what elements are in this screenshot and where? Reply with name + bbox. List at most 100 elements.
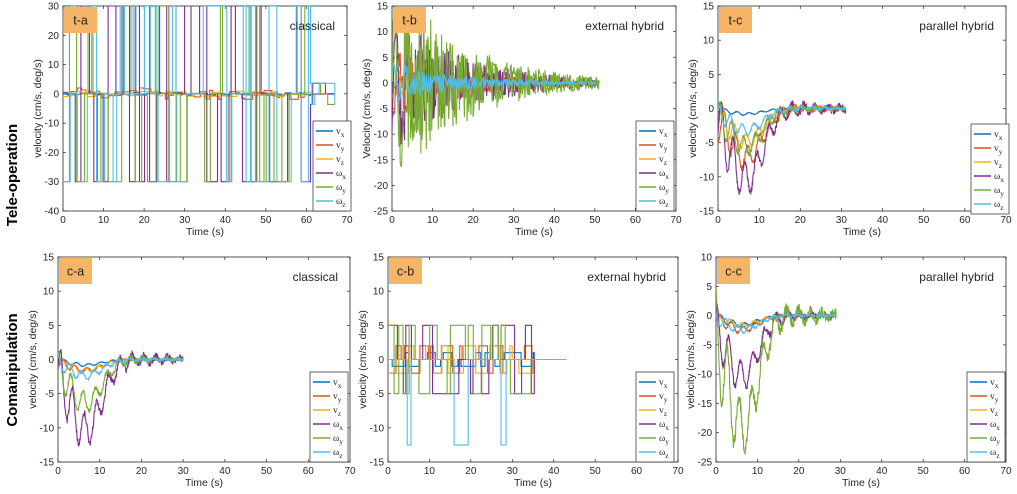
x-tick-label: 50 <box>918 215 930 226</box>
series-line-ωz <box>392 61 599 101</box>
panel-c-b: 0 10 20 30 40 50 60 70 -15 -10 -5 0 5 10 15 Time (s) vel… <box>357 253 684 490</box>
y-tick-label: 0 <box>708 104 714 115</box>
panel-title: external hybrid <box>585 19 664 33</box>
legend: vx vy vz ωx ωy ωz <box>966 371 1006 463</box>
series-group <box>716 287 837 455</box>
x-tick-label: 30 <box>178 466 190 477</box>
x-tick-label: 0 <box>715 215 721 226</box>
x-tick-label: 70 <box>341 215 353 226</box>
y-tick-label: 5 <box>48 321 54 332</box>
y-tick-label: -5 <box>375 389 384 400</box>
y-tick-label: 5 <box>382 53 388 64</box>
x-tick-label: 70 <box>670 215 682 226</box>
legend-entry: ωz <box>659 448 669 460</box>
y-axis-label: velocity (cm/s, deg/s) <box>32 59 44 158</box>
x-tick-label: 60 <box>303 466 315 477</box>
y-axis-label: velocity (cm/s, deg/s) <box>685 310 697 409</box>
x-tick-label: 10 <box>427 215 439 226</box>
legend-entry: vy <box>336 141 345 153</box>
x-tick-label: 40 <box>219 466 231 477</box>
x-tick-label: 30 <box>835 466 847 477</box>
y-tick-label: -10 <box>700 172 715 183</box>
x-tick-label: 10 <box>754 215 766 226</box>
y-tick-label: 10 <box>48 60 60 71</box>
y-tick-label: -25 <box>374 207 389 218</box>
x-tick-label: 20 <box>139 215 151 226</box>
y-tick-label: -10 <box>698 370 713 381</box>
legend: vx vy vz ωx ωy ωz <box>309 371 349 463</box>
series-group <box>63 6 336 183</box>
x-tick-label: 40 <box>877 215 889 226</box>
y-tick-label: 30 <box>48 2 60 13</box>
plot-area <box>57 256 351 463</box>
x-tick-label: 40 <box>549 215 561 226</box>
row-label-comanipulation: Comanipulation <box>4 313 21 426</box>
series-line-ωz <box>58 353 184 382</box>
y-tick-label: 5 <box>708 70 714 81</box>
legend-entry: vx <box>659 378 668 390</box>
panel-tag: c-b <box>389 258 422 284</box>
x-axis-label: Time (s) <box>514 477 552 489</box>
x-tick-label: 70 <box>1000 215 1012 226</box>
legend-entry: ωx <box>990 420 1000 432</box>
y-tick-label: 10 <box>703 36 715 47</box>
y-tick-label: -20 <box>698 428 713 439</box>
legend: vx vy vz ωx ωy ωz <box>635 371 675 463</box>
legend-entry: ωy <box>333 434 343 446</box>
series-group <box>392 6 600 168</box>
x-tick-label: 70 <box>344 466 356 477</box>
x-tick-label: 40 <box>876 466 888 477</box>
x-tick-label: 0 <box>389 215 395 226</box>
legend-entry: vx <box>659 127 668 139</box>
y-tick-label: -5 <box>703 340 712 351</box>
y-tick-label: -40 <box>45 207 60 218</box>
legend-entry: ωx <box>336 169 346 181</box>
x-tick-label: 60 <box>959 215 971 226</box>
y-tick-label: -10 <box>370 423 385 434</box>
panel-t-b: 0 10 20 30 40 50 60 70 -25 -20 -15 -10 -5 0 5 10 15 Time … <box>361 2 682 239</box>
y-tick-label: 10 <box>377 27 389 38</box>
panel-tag-bg <box>59 258 92 284</box>
legend-entry: ωz <box>333 448 343 460</box>
x-tick-label: 50 <box>918 466 930 477</box>
legend-entry: vz <box>659 155 668 167</box>
x-tick-label: 10 <box>98 215 110 226</box>
x-tick-label: 30 <box>508 215 520 226</box>
y-tick-label: 0 <box>378 355 384 366</box>
plot-area <box>717 5 1007 212</box>
legend-entry: vz <box>994 158 1003 170</box>
series-group <box>58 349 184 447</box>
y-tick-label: 10 <box>701 253 713 264</box>
x-tick-label: 30 <box>507 466 519 477</box>
panel-title: classical <box>290 19 335 33</box>
legend-entry: vx <box>994 130 1003 142</box>
y-tick-label: -5 <box>45 389 54 400</box>
panel-tag-label: c-a <box>67 265 84 279</box>
y-tick-label: -5 <box>379 104 388 115</box>
y-tick-label: 0 <box>53 89 59 100</box>
legend: vx vy vz ωx ωy ωz <box>635 120 675 212</box>
x-tick-label: 60 <box>631 466 643 477</box>
series-line-ωz <box>63 6 336 183</box>
legend-box <box>966 371 1006 463</box>
legend-entry: ωx <box>333 420 343 432</box>
y-tick-label: -20 <box>45 148 60 159</box>
y-tick-label: 0 <box>382 78 388 89</box>
y-tick-label: 20 <box>48 31 60 42</box>
legend-box <box>635 120 675 212</box>
x-tick-label: 30 <box>179 215 191 226</box>
x-tick-label: 0 <box>385 466 391 477</box>
y-tick-label: -15 <box>370 458 385 469</box>
series-line-ωz <box>388 358 567 446</box>
y-tick-label: -15 <box>700 207 715 218</box>
y-axis-label: velocity (cm/s, deg/s) <box>27 310 39 409</box>
panel-tag: t-b <box>393 7 426 33</box>
legend-entry: vz <box>333 406 342 418</box>
y-tick-label: -10 <box>40 423 55 434</box>
legend-entry: ωy <box>659 434 669 446</box>
x-tick-label: 60 <box>959 466 971 477</box>
y-tick-label: 5 <box>706 282 712 293</box>
series-line-ωz <box>716 312 837 335</box>
